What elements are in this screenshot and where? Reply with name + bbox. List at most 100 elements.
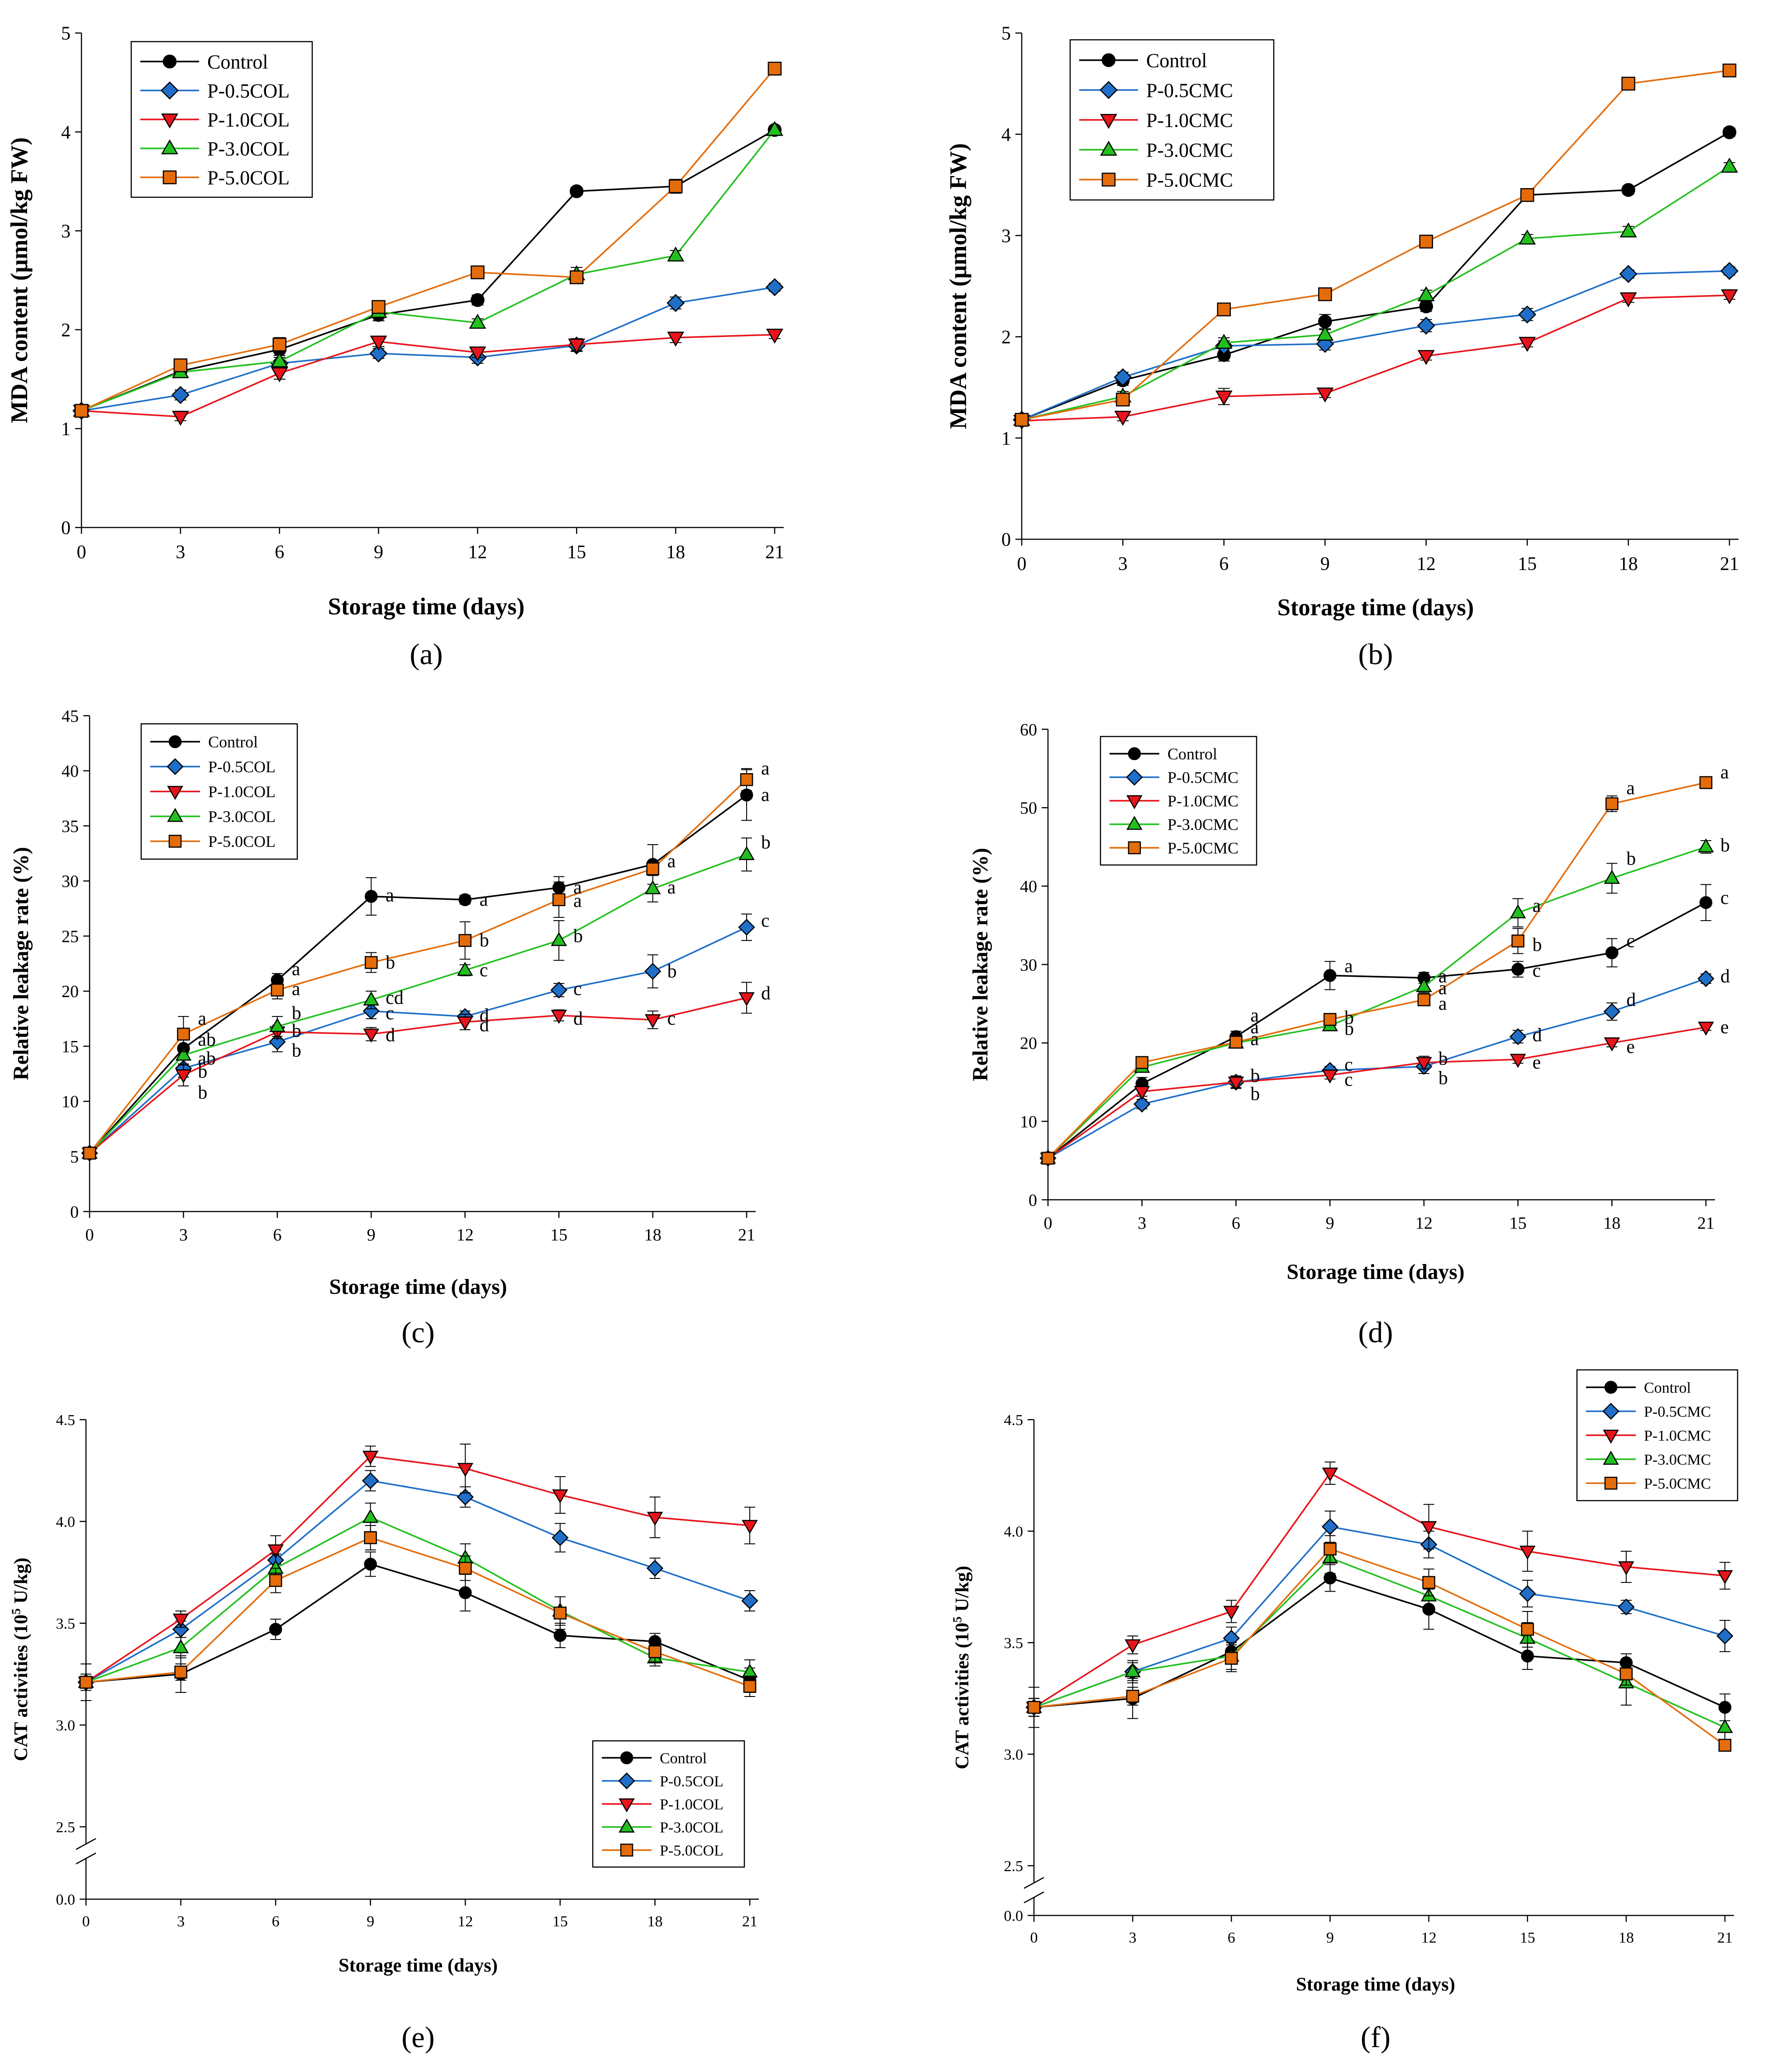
- significance-letter: e: [1626, 1036, 1635, 1057]
- data-point: [369, 344, 388, 363]
- legend-label: P-3.0COL: [208, 808, 276, 826]
- y-tick-label: 50: [1020, 799, 1037, 818]
- significance-letter: c: [386, 1003, 394, 1024]
- x-tick-label: 15: [1518, 554, 1537, 575]
- series-line: [1047, 846, 1706, 1159]
- x-tick-label: 6: [1228, 1929, 1235, 1946]
- x-tick-label: 0: [1017, 554, 1027, 575]
- data-point: [1322, 1069, 1338, 1084]
- data-point: [1604, 870, 1620, 884]
- data-point: [174, 1665, 187, 1679]
- data-point: [171, 386, 190, 404]
- data-point: [459, 1562, 472, 1575]
- data-point: [551, 932, 567, 946]
- significance-letter: b: [573, 926, 583, 946]
- data-point: [550, 981, 567, 999]
- data-point: [459, 1586, 472, 1599]
- data-point: [1511, 934, 1524, 948]
- significance-letter: b: [1438, 1048, 1448, 1069]
- data-point: [1316, 325, 1334, 341]
- x-tick-label: 0: [82, 1913, 90, 1930]
- legend-label: P-5.0CMC: [1644, 1475, 1711, 1492]
- series-line: [81, 286, 775, 412]
- legend-marker: [619, 1818, 635, 1833]
- significance-letter: b: [1250, 1084, 1260, 1104]
- y-tick-label: 4.5: [56, 1412, 76, 1429]
- y-tick-label: 3.0: [1004, 1746, 1024, 1763]
- series-line: [1034, 1472, 1725, 1708]
- significance-letter: a: [573, 890, 582, 911]
- legend-label: Control: [1146, 49, 1207, 71]
- significance-letter: a: [386, 885, 394, 906]
- x-tick-label: 3: [1118, 554, 1128, 575]
- data-point: [172, 1639, 189, 1654]
- data-point: [471, 293, 485, 307]
- data-point: [644, 1014, 661, 1028]
- legend-label: P-3.0CMC: [1167, 816, 1238, 834]
- panel-label: (e): [401, 2021, 434, 2054]
- significance-letter: b: [1626, 848, 1636, 869]
- data-point: [570, 270, 584, 285]
- legend-label: P-1.0COL: [208, 783, 276, 801]
- significance-letter: b: [1533, 935, 1542, 955]
- data-point: [364, 1531, 377, 1544]
- data-point: [1697, 970, 1715, 987]
- data-point: [1419, 299, 1433, 314]
- x-tick-label: 6: [272, 1913, 280, 1930]
- series-P-0.5COL: [72, 278, 784, 420]
- data-point: [363, 1028, 380, 1043]
- data-point: [1416, 978, 1432, 992]
- legend-label: P-0.5CMC: [1167, 769, 1238, 787]
- data-point: [74, 404, 89, 418]
- legend-marker: [168, 735, 182, 748]
- data-point: [1116, 392, 1130, 407]
- series-line: [1034, 1557, 1725, 1728]
- data-point: [766, 121, 783, 136]
- data-point: [1603, 1003, 1620, 1020]
- legend: Control P-0.5CMC P-1.0CMC P-3.0CMC P-5.0CMC: [1100, 736, 1257, 866]
- significance-letter: a: [480, 889, 488, 910]
- data-point: [1416, 1057, 1432, 1071]
- panel-label: (b): [1358, 638, 1393, 671]
- data-point: [271, 984, 284, 997]
- series-line: [89, 794, 748, 1154]
- data-point: [742, 1520, 758, 1534]
- series-line: [1021, 131, 1730, 421]
- significance-letter: b: [1250, 1065, 1260, 1086]
- legend-marker: [1604, 1381, 1618, 1394]
- x-tick-label: 12: [1417, 554, 1436, 575]
- significance-letter: d: [1533, 1025, 1542, 1046]
- data-point: [1324, 1542, 1337, 1556]
- series-line: [1021, 70, 1730, 421]
- x-tick-label: 6: [1232, 1214, 1240, 1233]
- x-tick-label: 0: [86, 1226, 94, 1245]
- significance-letter: a: [1438, 993, 1447, 1014]
- data-point: [1126, 1690, 1139, 1703]
- y-axis-label: Relative leakage rate (%): [969, 848, 992, 1081]
- series-line: [1047, 782, 1706, 1159]
- significance-letter: b: [761, 832, 771, 853]
- x-tick-label: 3: [176, 542, 185, 563]
- significance-letter: a: [667, 877, 676, 898]
- legend: Control P-0.5COL P-1.0COL P-3.0COL P-5.0COL: [130, 41, 313, 198]
- y-tick-label: 3: [61, 221, 71, 242]
- significance-letter: a: [573, 877, 582, 898]
- legend-marker: [1126, 769, 1143, 786]
- data-point: [1316, 335, 1334, 353]
- series-line: [89, 927, 747, 1154]
- data-point: [363, 991, 380, 1006]
- data-point: [1323, 969, 1337, 982]
- x-tick-label: 18: [1619, 1929, 1634, 1946]
- significance-letter: c: [1344, 1055, 1353, 1075]
- x-tick-label: 9: [1326, 1214, 1334, 1233]
- legend-label: P-0.5COL: [660, 1773, 724, 1790]
- x-tick-label: 12: [1415, 1214, 1433, 1233]
- significance-letter: a: [1438, 966, 1447, 987]
- data-point: [1322, 1468, 1338, 1482]
- y-tick-label: 0.0: [56, 1891, 76, 1908]
- data-point: [458, 934, 472, 947]
- y-tick-label: 0: [70, 1202, 79, 1221]
- series-line: [1034, 1548, 1726, 1746]
- x-tick-label: 0: [1044, 1214, 1053, 1233]
